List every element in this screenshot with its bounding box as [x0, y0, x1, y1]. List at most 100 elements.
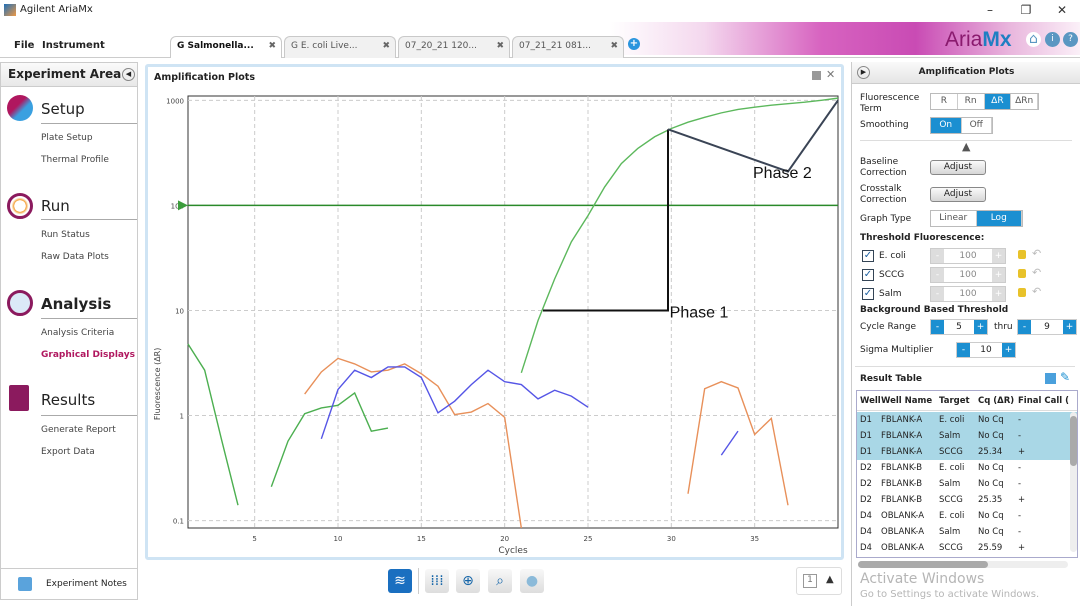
reset-icon[interactable]: ↶ [1032, 247, 1042, 260]
table-row[interactable]: D4 OBLANK-A SCCG 25.59 + [857, 540, 1077, 556]
reset-icon[interactable]: ↶ [1032, 285, 1042, 298]
y-tick-label: 1000 [166, 97, 184, 105]
info-icon[interactable]: i [1045, 32, 1060, 47]
sidebar-item-export-data[interactable]: Export Data [41, 447, 95, 457]
crosstalk-correction-label: Crosstalk Correction [860, 184, 907, 205]
sidebar-item-run-status[interactable]: Run Status [41, 230, 90, 240]
option-r[interactable]: R [931, 94, 958, 109]
close-tab-icon[interactable]: ✖ [268, 41, 276, 51]
fluorescence-term-selector[interactable]: R Rn ΔR ΔRn [930, 93, 1039, 110]
threshold-value-stepper[interactable]: -100 + [930, 267, 1006, 283]
column-header[interactable]: Well Name [881, 396, 933, 406]
well-grid-icon[interactable]: ⁞⁞⁞ [425, 569, 449, 593]
edit-pencil-icon[interactable]: ✎ [1060, 370, 1071, 384]
table-row[interactable]: D1 FBLANK-A E. coli No Cq - [857, 412, 1077, 428]
cycle-range-to-stepper[interactable]: -9 + [1017, 319, 1077, 335]
tab-experiment-2[interactable]: G E. coli Live... ✖ [284, 36, 396, 58]
sidebar-item-thermal-profile[interactable]: Thermal Profile [41, 155, 109, 165]
amplification-plots-panel: Amplification Plots ✕ 5 10 15 20 25 30 35 0.1 1 1… [145, 64, 844, 560]
table-row[interactable]: D4 OBLANK-A E. coli No Cq - [857, 508, 1077, 524]
table-horizontal-scrollbar[interactable] [858, 561, 1068, 568]
collapse-up-icon[interactable]: ▲ [962, 140, 971, 153]
column-header[interactable]: Final Call ( [1018, 396, 1070, 406]
sidebar-item-analysis-criteria[interactable]: Analysis Criteria [41, 328, 115, 338]
table-row[interactable]: D2 FBLANK-B Salm No Cq - [857, 476, 1077, 492]
sidebar-item-plate-setup[interactable]: Plate Setup [41, 133, 93, 143]
expand-panel-icon[interactable]: ▶ [857, 66, 870, 79]
section-results[interactable]: Results [41, 391, 96, 409]
threshold-checkbox[interactable]: ✓ [862, 269, 874, 281]
zoom-icon[interactable]: ⌕ [488, 569, 512, 593]
lock-icon[interactable] [1018, 288, 1026, 297]
help-icon[interactable]: ? [1063, 32, 1078, 47]
table-settings-icon[interactable] [1045, 373, 1056, 384]
crosshair-icon[interactable]: ⊕ [456, 569, 480, 593]
sidebar-item-graphical-displays[interactable]: Graphical Displays [41, 350, 135, 360]
plot-mode-icon[interactable]: ≋ [388, 569, 412, 593]
table-cell: 25.59 [978, 543, 1003, 553]
close-tab-icon[interactable]: ✖ [382, 41, 390, 51]
page-selector[interactable]: 1 ▲ [796, 567, 842, 595]
section-setup[interactable]: Setup [41, 100, 85, 118]
sigma-multiplier-stepper[interactable]: -10 + [956, 342, 1016, 358]
table-row[interactable]: D1 FBLANK-A SCCG 25.34 + [857, 444, 1077, 460]
sidebar-item-generate-report[interactable]: Generate Report [41, 425, 116, 435]
tab-label: 07_20_21 120... [405, 41, 477, 51]
lock-icon[interactable] [1018, 269, 1026, 278]
experiment-notes-button[interactable]: Experiment Notes [46, 579, 127, 589]
option-delta-rn[interactable]: ΔRn [1011, 94, 1038, 109]
table-vertical-scrollbar[interactable] [1070, 412, 1077, 552]
amplification-chart[interactable]: 5 10 15 20 25 30 35 0.1 1 10 100 1000 Cycles Fluoresc… [148, 85, 844, 557]
home-icon[interactable]: ⌂ [1026, 32, 1041, 47]
table-cell: D1 [860, 415, 872, 425]
smoothing-on[interactable]: On [931, 118, 962, 133]
threshold-value-stepper[interactable]: -100 + [930, 286, 1006, 302]
graph-type-toggle[interactable]: Linear Log [930, 210, 1023, 227]
threshold-handle-icon[interactable] [178, 200, 188, 211]
section-analysis[interactable]: Analysis [41, 295, 112, 313]
sidebar-item-raw-data-plots[interactable]: Raw Data Plots [41, 252, 109, 262]
graph-type-log[interactable]: Log [976, 211, 1022, 226]
table-row[interactable]: D2 FBLANK-B E. coli No Cq - [857, 460, 1077, 476]
baseline-adjust-button[interactable]: Adjust [930, 160, 986, 175]
plot-area [187, 95, 839, 529]
option-rn[interactable]: Rn [958, 94, 985, 109]
tab-experiment-1[interactable]: G Salmonella... ✖ [170, 36, 282, 58]
lock-icon[interactable] [1018, 250, 1026, 259]
option-delta-r[interactable]: ΔR [984, 94, 1012, 109]
reset-icon[interactable]: ↶ [1032, 266, 1042, 279]
maximize-panel-icon[interactable] [812, 71, 821, 80]
threshold-checkbox[interactable]: ✓ [862, 250, 874, 262]
close-tab-icon[interactable]: ✖ [496, 41, 504, 51]
table-row[interactable]: D2 FBLANK-B SCCG 25.35 + [857, 492, 1077, 508]
maximize-button[interactable]: ❐ [1020, 3, 1032, 17]
threshold-checkbox[interactable]: ✓ [862, 288, 874, 300]
smoothing-toggle[interactable]: On Off [930, 117, 993, 134]
dot-icon[interactable]: ● [520, 569, 544, 593]
crosstalk-adjust-button[interactable]: Adjust [930, 187, 986, 202]
smoothing-off[interactable]: Off [962, 118, 992, 133]
divider [855, 366, 1075, 367]
table-row[interactable]: D4 OBLANK-A Salm No Cq - [857, 524, 1077, 540]
table-row[interactable]: D1 FBLANK-A Salm No Cq - [857, 428, 1077, 444]
threshold-value-stepper[interactable]: -100 + [930, 248, 1006, 264]
section-run[interactable]: Run [41, 197, 70, 215]
close-button[interactable]: ✕ [1056, 3, 1068, 17]
column-header[interactable]: Well [860, 396, 881, 406]
graph-type-linear[interactable]: Linear [931, 211, 977, 226]
close-tab-icon[interactable]: ✖ [610, 41, 618, 51]
expand-up-icon[interactable]: ▲ [826, 574, 834, 585]
column-header[interactable]: Cq (ΔR) [978, 396, 1015, 406]
add-tab-icon[interactable]: + [628, 38, 640, 50]
close-panel-icon[interactable]: ✕ [826, 68, 836, 81]
tab-experiment-3[interactable]: 07_20_21 120... ✖ [398, 36, 510, 58]
menu-instrument[interactable]: Instrument [42, 40, 105, 51]
series-line [304, 357, 523, 529]
cycle-range-from-stepper[interactable]: -5 + [930, 319, 988, 335]
tab-experiment-4[interactable]: 07_21_21 081... ✖ [512, 36, 624, 58]
collapse-sidebar-icon[interactable]: ◀ [122, 68, 135, 81]
column-header[interactable]: Target [939, 396, 970, 406]
menu-file[interactable]: File [14, 40, 35, 51]
minimize-button[interactable]: – [987, 3, 993, 17]
series-line [520, 97, 839, 374]
